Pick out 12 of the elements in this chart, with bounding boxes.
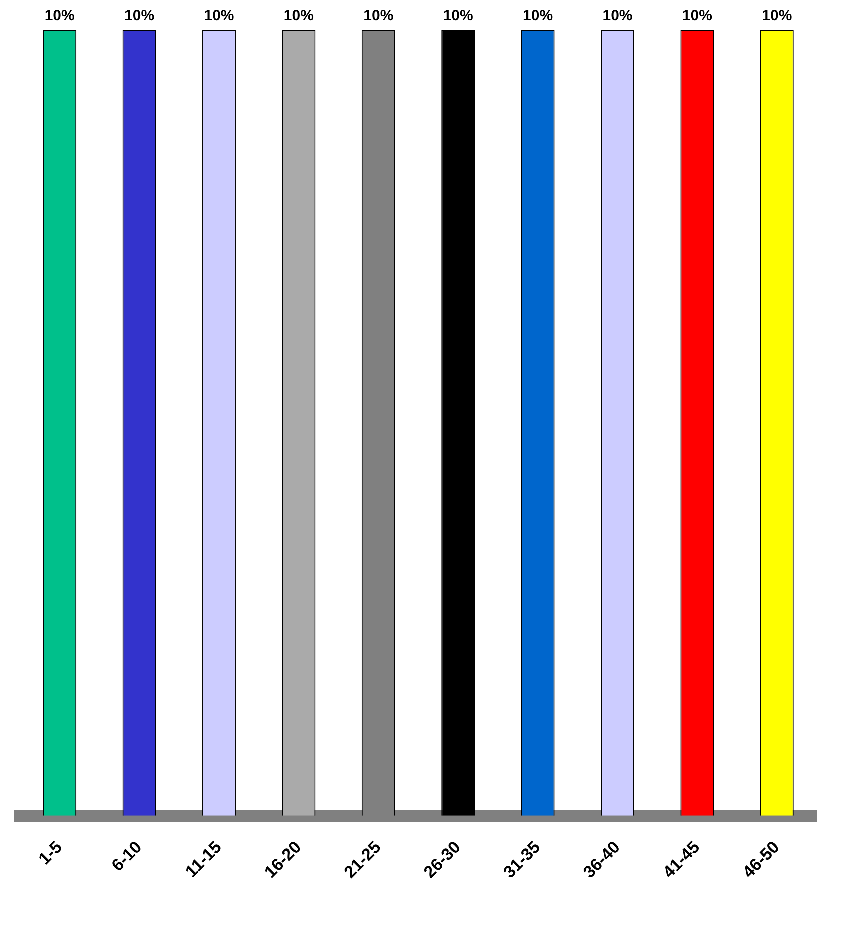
data-label: 10% bbox=[124, 8, 155, 25]
data-label: 10% bbox=[284, 8, 314, 25]
data-label: 10% bbox=[762, 8, 792, 25]
data-label: 10% bbox=[682, 8, 712, 25]
data-label: 10% bbox=[364, 8, 394, 25]
x-tick-label: 1-5 bbox=[35, 838, 66, 869]
data-label: 10% bbox=[523, 8, 554, 25]
data-label: 10% bbox=[602, 8, 633, 25]
x-tick-label: 6-10 bbox=[108, 838, 146, 876]
data-label: 10% bbox=[44, 8, 75, 25]
data-label: 10% bbox=[204, 8, 234, 25]
data-label: 10% bbox=[443, 8, 474, 25]
